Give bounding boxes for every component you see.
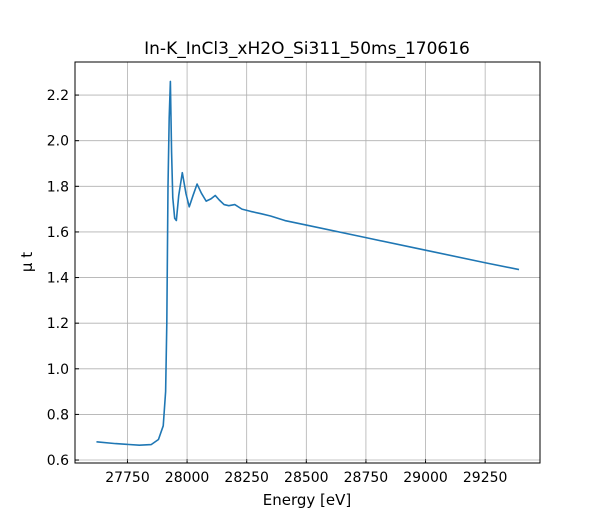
- x-axis-label: Energy [eV]: [263, 491, 351, 509]
- y-tick-label: 1.8: [47, 179, 69, 195]
- data-line: [96, 80, 520, 447]
- x-tick-label: 29250: [463, 470, 508, 486]
- y-tick-label: 0.6: [47, 453, 69, 469]
- y-tick-label: 1.2: [47, 316, 69, 332]
- x-tick-label: 27750: [105, 470, 150, 486]
- y-tick-label: 1.0: [47, 362, 69, 378]
- plot-frame: [74, 61, 541, 464]
- x-tick-label: 29000: [403, 470, 448, 486]
- y-tick-label: 2.2: [47, 88, 69, 104]
- y-tick-label: 1.4: [47, 271, 69, 287]
- y-tick-label: 1.6: [47, 225, 69, 241]
- x-tick-label: 28500: [284, 470, 329, 486]
- x-tick-label: 28250: [224, 470, 269, 486]
- y-axis-label: μ t: [18, 252, 36, 272]
- x-tick-label: 28000: [165, 470, 210, 486]
- x-tick-label: 28750: [344, 470, 389, 486]
- y-tick-label: 0.8: [47, 407, 69, 423]
- chart-title: In-K_InCl3_xH2O_Si311_50ms_170616: [144, 39, 470, 59]
- y-tick-label: 2.0: [47, 134, 69, 150]
